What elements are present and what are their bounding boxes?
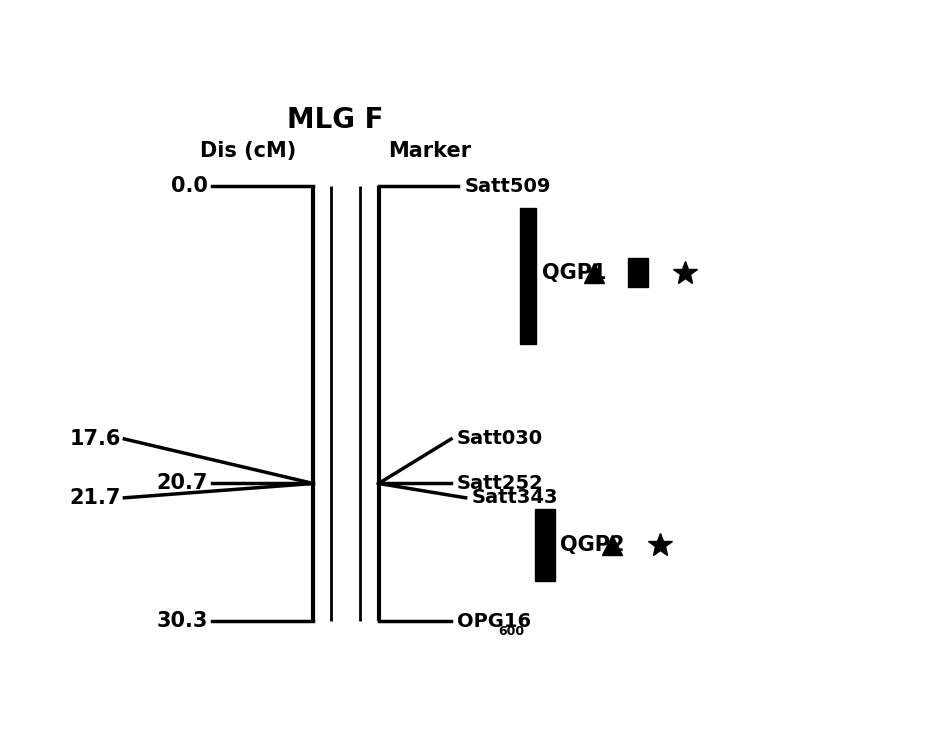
Text: Satt030: Satt030 — [457, 429, 543, 449]
Text: Satt343: Satt343 — [471, 488, 558, 507]
Text: QGP2: QGP2 — [560, 535, 624, 555]
Text: QGP1: QGP1 — [541, 262, 606, 282]
Text: Satt509: Satt509 — [463, 177, 550, 196]
Text: MLG F: MLG F — [286, 106, 383, 134]
Bar — [534, 509, 554, 581]
Text: OPG16: OPG16 — [457, 611, 531, 631]
Bar — [627, 259, 647, 287]
Text: 21.7: 21.7 — [69, 488, 121, 507]
Text: Dis (cM): Dis (cM) — [199, 140, 296, 160]
Text: Marker: Marker — [388, 140, 471, 160]
Text: 20.7: 20.7 — [156, 473, 208, 493]
Text: Satt252: Satt252 — [457, 474, 543, 493]
Text: 17.6: 17.6 — [69, 429, 121, 449]
Text: 600: 600 — [498, 625, 524, 638]
Text: 30.3: 30.3 — [156, 611, 208, 632]
Text: 0.0: 0.0 — [171, 176, 208, 196]
Bar — [519, 208, 535, 344]
